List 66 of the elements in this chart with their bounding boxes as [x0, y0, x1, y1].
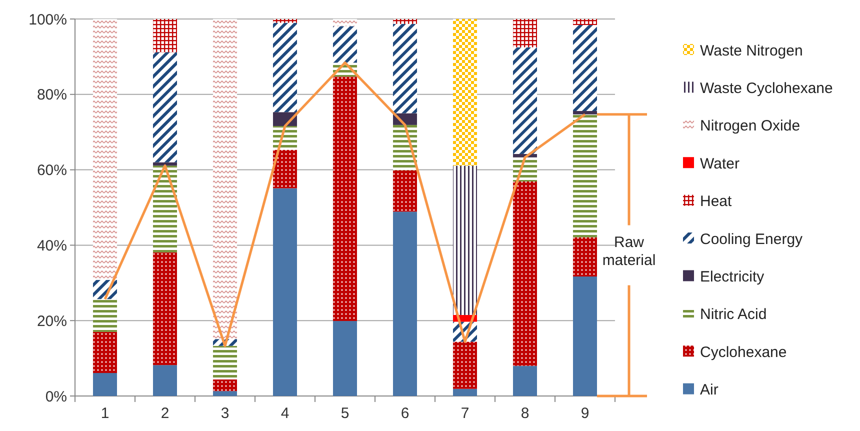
bar: [573, 276, 597, 396]
x-tick-label: 4: [280, 405, 290, 422]
bar: [513, 181, 537, 366]
y-tick-label: 0%: [45, 388, 67, 406]
bar: [333, 320, 357, 396]
y-tick-label: 20%: [36, 312, 67, 330]
bar: [573, 19, 597, 26]
line-series: [104, 61, 586, 348]
bar: [213, 379, 237, 392]
bar: [513, 47, 537, 154]
bar: [153, 19, 177, 52]
x-tick-label: 9: [580, 405, 590, 422]
legend-label: Heat: [700, 193, 733, 210]
bar: [273, 19, 297, 23]
bar: [273, 22, 297, 112]
y-tick-label: 100%: [28, 11, 67, 28]
bar: [453, 388, 477, 396]
bar: [333, 19, 357, 26]
bar: [573, 237, 597, 276]
x-tick-label: 6: [400, 405, 410, 422]
bar: [273, 150, 297, 188]
annotation: Raw material: [602, 234, 656, 270]
bar: [93, 373, 117, 396]
legend-label: Waste Cyclohexane: [700, 80, 833, 97]
bar: [513, 19, 537, 48]
bar: [93, 299, 117, 332]
bar: [273, 188, 297, 396]
legend-label: Nitrogen Oxide: [700, 118, 800, 135]
bar: [453, 166, 477, 315]
bar: [93, 332, 117, 374]
y-tick-label: 60%: [36, 162, 67, 180]
x-tick-label: 3: [220, 405, 230, 422]
bar: [573, 110, 597, 114]
bar: [153, 365, 177, 396]
y-tick-label: 40%: [36, 237, 67, 254]
bar: [213, 19, 237, 340]
bar: [393, 19, 417, 24]
legend-label: Nitric Acid: [700, 306, 767, 324]
bar: [453, 19, 477, 166]
bar: [573, 25, 597, 111]
legend-label: Cooling Energy: [700, 230, 804, 248]
x-tick-label: 7: [460, 405, 470, 422]
bar: [213, 391, 237, 396]
bar: [573, 114, 597, 238]
bar: [213, 346, 237, 380]
x-tick-label: 8: [520, 405, 530, 422]
x-tick-label: 2: [160, 405, 170, 422]
legend-label: Cyclohexane: [700, 344, 787, 361]
legend-label: Air: [700, 382, 718, 399]
bar: [333, 26, 357, 63]
bar: [393, 24, 417, 114]
bar: [333, 76, 357, 321]
bar: [453, 342, 477, 389]
x-tick-label: 5: [340, 405, 350, 422]
bar: [153, 166, 177, 252]
y-tick-label: 80%: [36, 86, 67, 104]
bar: [393, 170, 417, 212]
bar: [513, 366, 537, 396]
bar: [153, 252, 177, 366]
bar: [93, 19, 117, 280]
legend-label: Water: [700, 155, 740, 172]
x-tick-label: 1: [100, 405, 110, 422]
legend-label: Waste Nitrogen: [700, 42, 803, 60]
bar: [393, 212, 417, 396]
legend-label: Electricity: [700, 268, 765, 286]
bar: [153, 52, 177, 162]
